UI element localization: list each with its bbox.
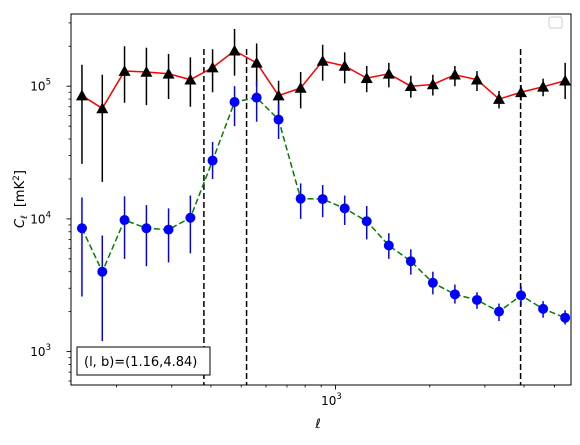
y-tick-label-exp: 3	[46, 343, 51, 353]
y-tick-label-1: 104	[30, 210, 51, 226]
series-1-point-3	[141, 223, 152, 234]
x-tick-label-exp: 3	[336, 392, 341, 402]
x-tick-label-base: 10	[321, 394, 336, 408]
y-tick-label-base: 10	[30, 345, 45, 359]
x-tick-label-0: 103	[321, 392, 342, 408]
series-0-point-16	[426, 78, 439, 90]
series-1-point-8	[251, 92, 262, 103]
series-1-point-2	[119, 215, 130, 226]
y-tick-label-exp: 4	[46, 210, 51, 220]
series-0-point-13	[360, 72, 373, 83]
series-0-point-11	[316, 54, 329, 66]
series-1-point-19	[494, 306, 505, 317]
y-axis-label: Cℓ [mK2]	[12, 170, 30, 228]
series-0-point-7	[228, 44, 241, 56]
series-0-point-15	[404, 80, 417, 91]
y-axis-label-unit-close: ]	[13, 170, 28, 175]
series-1-point-10	[295, 193, 306, 204]
series-1-point-0	[76, 223, 87, 234]
plot-content	[75, 28, 571, 385]
series-0-point-0	[75, 89, 88, 101]
series-0-point-1	[96, 102, 109, 114]
series-0-point-9	[272, 89, 285, 101]
y-tick-label-2: 105	[30, 78, 51, 94]
series-1-point-13	[361, 216, 372, 227]
series-0-point-6	[206, 61, 219, 73]
series-1-point-14	[383, 240, 394, 251]
y-axis-label-subscript: ℓ	[20, 215, 30, 220]
series-1-point-18	[471, 294, 482, 305]
series-0-point-12	[338, 59, 351, 71]
series-1-point-12	[339, 203, 350, 214]
series-0-point-4	[162, 67, 175, 79]
series-1-point-17	[449, 289, 460, 300]
series-0-point-2	[118, 65, 131, 76]
series-0-point-20	[515, 86, 528, 98]
series-1-point-16	[427, 277, 438, 288]
series-0-point-22	[559, 74, 571, 86]
annotation-frame	[76, 346, 211, 376]
series-1-point-11	[317, 194, 328, 205]
series-1	[76, 80, 571, 342]
y-axis-label-unit-open: [mK	[13, 180, 28, 207]
y-axis-label-unit-exp: 2	[12, 175, 22, 181]
legend	[548, 16, 563, 29]
series-0-point-17	[448, 68, 461, 80]
series-0-point-19	[493, 93, 506, 104]
series-1-point-1	[97, 266, 108, 277]
series-1-point-21	[538, 303, 549, 314]
y-tick-label-0: 103	[30, 343, 51, 359]
series-0	[75, 28, 571, 182]
series-0-point-5	[184, 73, 197, 85]
series-1-point-20	[516, 290, 527, 301]
series-0-point-21	[537, 80, 550, 92]
x-axis-label: ℓ	[314, 417, 320, 432]
series-1-point-5	[185, 212, 196, 223]
series-1-point-7	[229, 97, 240, 108]
series-1-point-15	[405, 256, 416, 267]
series-1-point-4	[163, 224, 174, 235]
annotation-text: (l, b)=(1.16,4.84)	[84, 355, 197, 370]
series-0-point-8	[250, 56, 263, 68]
series-0-point-18	[470, 73, 483, 85]
y-tick-label-base: 10	[30, 212, 45, 226]
series-0-point-3	[140, 65, 153, 77]
y-tick-label-exp: 5	[46, 78, 51, 88]
legend-box	[548, 16, 563, 29]
series-0-point-14	[382, 67, 395, 79]
plot-area	[75, 28, 571, 385]
annotation-box: (l, b)=(1.16,4.84)	[76, 346, 211, 376]
y-tick-label-base: 10	[30, 80, 45, 94]
series-1-point-9	[273, 114, 284, 125]
series-1-point-6	[207, 155, 218, 166]
series-0-point-10	[294, 81, 307, 93]
series-1-point-22	[560, 312, 571, 323]
series-1-line	[81, 96, 566, 319]
y-axis-label-symbol: C	[13, 218, 28, 228]
